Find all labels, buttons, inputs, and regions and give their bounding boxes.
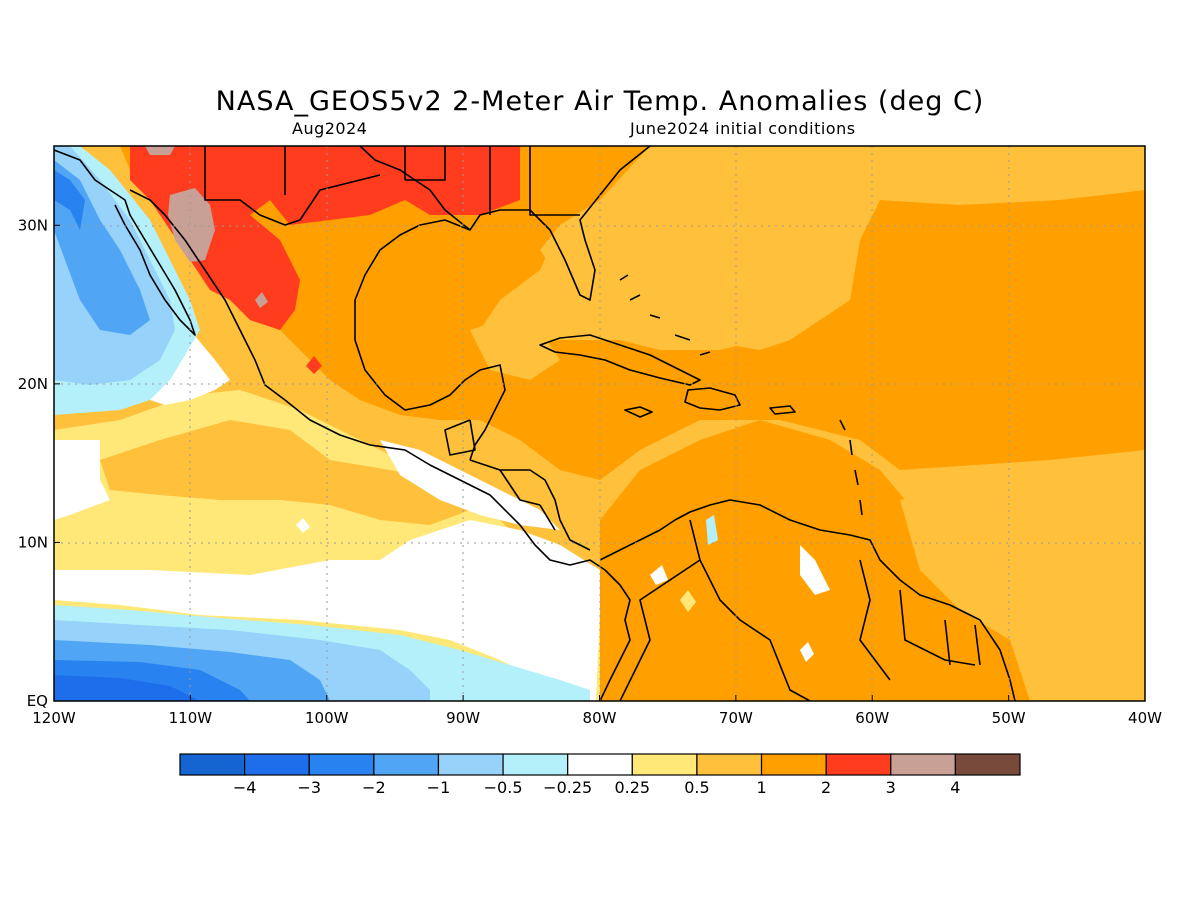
anomaly-region-neutral-coast bbox=[150, 330, 230, 405]
anomaly-speck-6 bbox=[296, 518, 310, 533]
anomaly-speck-3 bbox=[800, 642, 814, 662]
anomaly-region-1-2-southamerica bbox=[596, 500, 1030, 701]
colorbar: −4 −3 −2 −1 −0.5 −0.25 0.25 0.5 1 2 3 4 bbox=[179, 753, 1021, 797]
colorbar-swatch bbox=[890, 753, 956, 776]
colorbar-label: 3 bbox=[886, 778, 896, 797]
anomaly-region-0.5-1-atlantic bbox=[540, 146, 1145, 350]
colorbar-label: 4 bbox=[950, 778, 960, 797]
anomaly-region-minus-2 bbox=[54, 170, 85, 230]
anomaly-region-3-4-c bbox=[255, 292, 268, 308]
anomaly-region-3-4-a bbox=[168, 188, 215, 262]
colorbar-label: 0.5 bbox=[684, 778, 709, 797]
colorbar-label: 1 bbox=[756, 778, 766, 797]
anomaly-speck-4 bbox=[650, 565, 668, 585]
colorbar-swatch bbox=[567, 753, 633, 776]
map-title: NASA_GEOS5v2 2-Meter Air Temp. Anomalies… bbox=[215, 86, 985, 117]
valid-month-label: Aug2024 bbox=[292, 119, 368, 138]
y-tick-label: 30N bbox=[18, 216, 48, 234]
anomaly-region-neutral-south bbox=[54, 520, 600, 701]
y-tick-label: EQ bbox=[27, 692, 48, 710]
colorbar-label: 0.25 bbox=[614, 778, 650, 797]
colorbar-swatch bbox=[308, 753, 375, 776]
anomaly-region-3-4-b bbox=[145, 146, 175, 155]
x-tick-label: 100W bbox=[305, 709, 349, 727]
x-tick-label: 40W bbox=[1128, 709, 1162, 727]
colorbar-swatch bbox=[760, 753, 827, 776]
anomaly-speck-2 bbox=[680, 590, 696, 612]
x-tick-label: 120W bbox=[32, 709, 76, 727]
anomaly-region-1-2-pacific-inner bbox=[100, 420, 470, 525]
colorbar-label: −3 bbox=[297, 778, 321, 797]
colorbar-label: −4 bbox=[233, 778, 257, 797]
colorbar-label: −0.25 bbox=[543, 778, 592, 797]
x-tick-label: 50W bbox=[992, 709, 1026, 727]
y-tick-label: 10N bbox=[18, 533, 48, 551]
colorbar-swatch bbox=[437, 753, 504, 776]
colorbar-swatch bbox=[244, 753, 310, 776]
anomaly-fill-layer bbox=[54, 146, 1145, 701]
anomaly-region-1-2-gulf bbox=[120, 146, 1145, 480]
gridlines bbox=[54, 146, 1145, 701]
x-tick-label: 110W bbox=[169, 709, 213, 727]
colorbar-swatch bbox=[825, 753, 892, 776]
x-tick-label: 80W bbox=[583, 709, 617, 727]
initial-conditions-label: June2024 initial conditions bbox=[630, 119, 856, 138]
colorbar-swatch bbox=[954, 753, 1021, 776]
x-axis: 120W 110W 100W 90W 80W 70W 60W 50W 40W bbox=[32, 695, 1162, 727]
y-tick-label: 20N bbox=[18, 375, 48, 393]
anomaly-region-2-3 bbox=[130, 146, 520, 330]
anomaly-region-1-2-central bbox=[54, 146, 1145, 701]
anomaly-region-2-3-patch bbox=[306, 356, 322, 374]
colorbar-label: 2 bbox=[821, 778, 831, 797]
colorbar-swatch bbox=[179, 753, 246, 776]
colorbar-label: −2 bbox=[362, 778, 386, 797]
colorbar-swatch bbox=[502, 753, 569, 776]
anomaly-region-0.5-1-caribbean bbox=[470, 320, 560, 380]
y-axis: EQ 10N 20N 30N bbox=[18, 216, 60, 710]
colorbar-swatch bbox=[696, 753, 763, 776]
colorbar-swatch bbox=[373, 753, 440, 776]
coastlines bbox=[54, 146, 1016, 701]
x-tick-label: 60W bbox=[855, 709, 889, 727]
colorbar-swatch bbox=[631, 753, 698, 776]
anomaly-speck-1 bbox=[800, 545, 830, 595]
x-tick-label: 70W bbox=[719, 709, 753, 727]
colorbar-label: −1 bbox=[427, 778, 451, 797]
x-tick-label: 90W bbox=[446, 709, 480, 727]
anomaly-speck-5 bbox=[706, 515, 718, 545]
colorbar-label: −0.5 bbox=[484, 778, 523, 797]
anomaly-region-minus-3 bbox=[54, 675, 200, 701]
anomaly-region-neutral bbox=[54, 440, 110, 520]
